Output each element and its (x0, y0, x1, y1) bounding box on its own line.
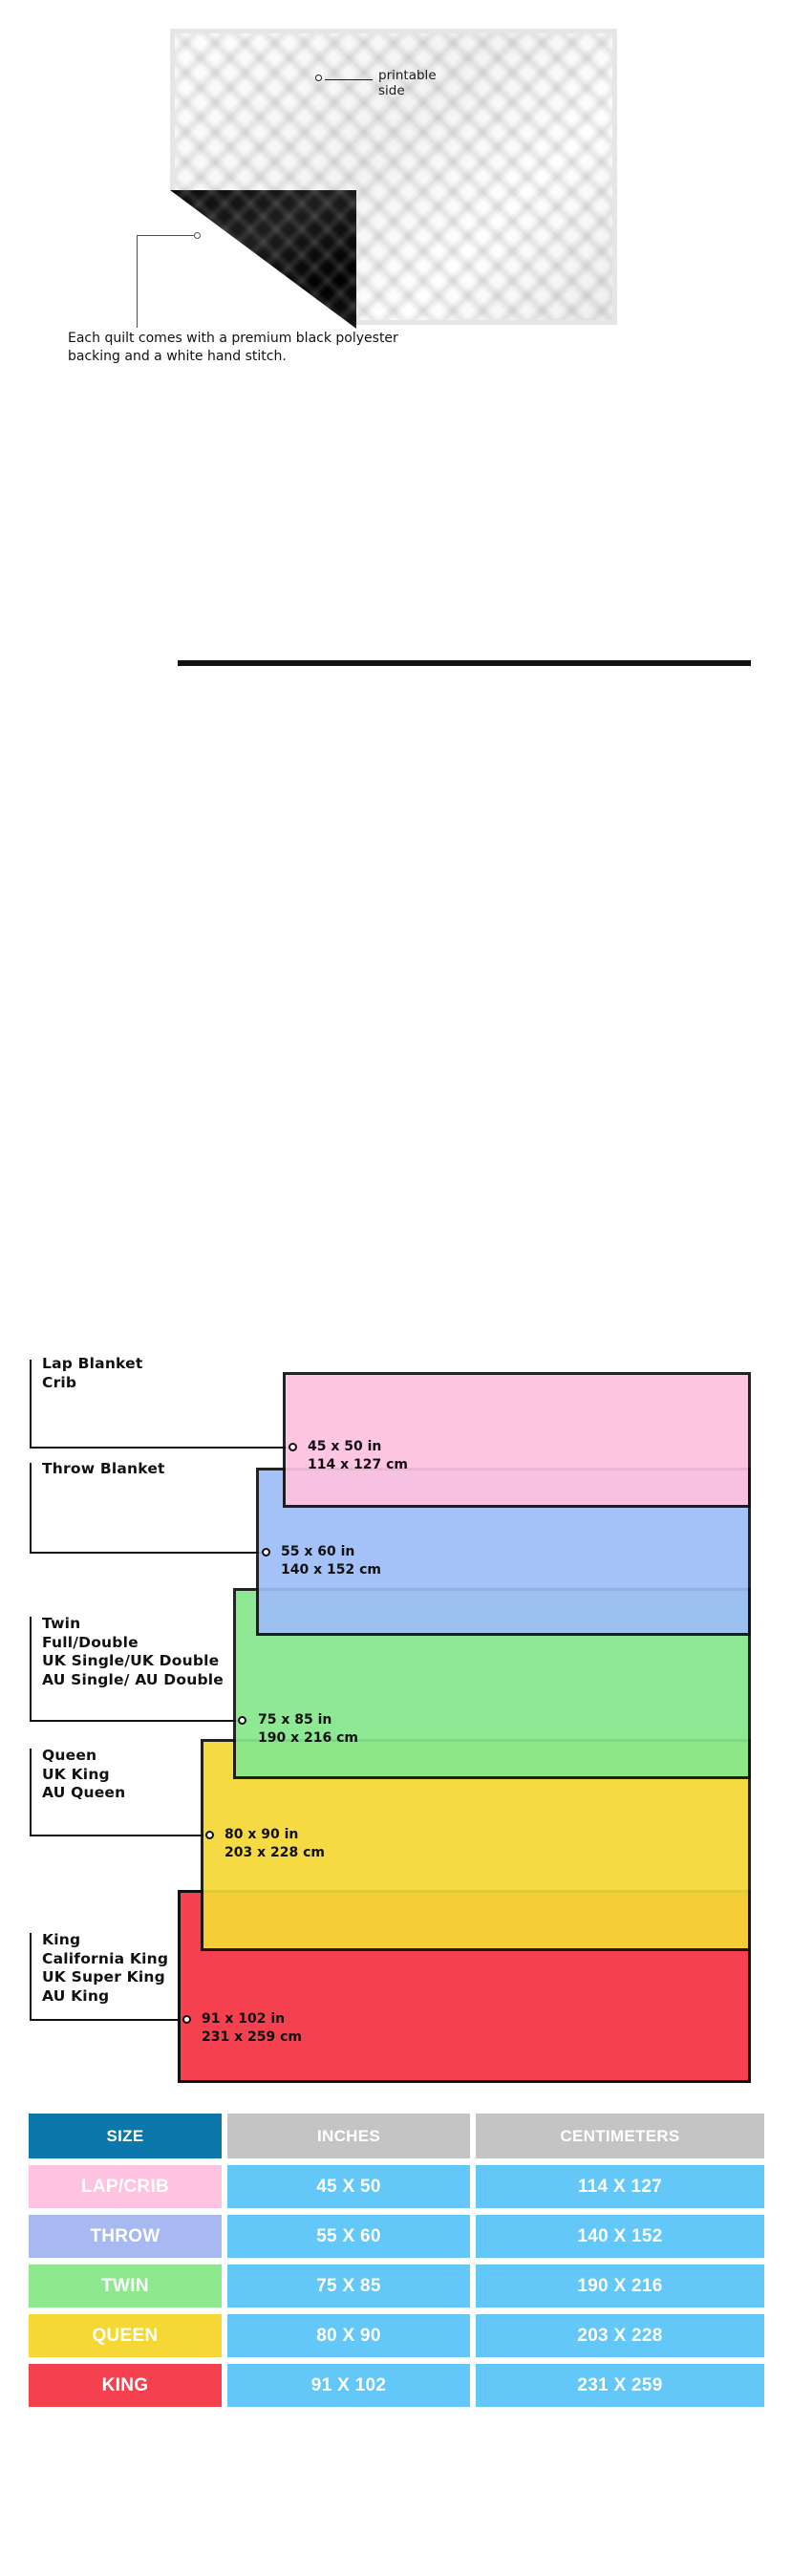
dim-cm-lap: 114 x 127 cm (308, 1457, 408, 1472)
dim-cm-throw: 140 x 152 cm (281, 1562, 381, 1578)
quilt-caption: Each quilt comes with a premium black po… (68, 331, 398, 364)
rect-lap-crib (283, 1372, 751, 1508)
dim-cm-queen: 203 x 228 cm (224, 1845, 325, 1860)
size-label-throw: Throw Blanket (42, 1460, 165, 1477)
leader-dot-queen-icon (205, 1831, 214, 1839)
table-cell-size: THROW (29, 2215, 222, 2258)
size-dimensions-queen: 80 x 90 in 203 x 228 cm (224, 1826, 325, 1862)
table-cell-centimeters: 231 X 259 (476, 2364, 764, 2407)
table-row: KING 91 X 102 231 X 259 (29, 2364, 764, 2407)
dim-inches-twin: 75 x 85 in (258, 1712, 332, 1728)
size-label-king: King California King UK Super King AU Ki… (42, 1931, 169, 2005)
quilt-illustration-section: printable side Each quilt comes with a p… (0, 0, 791, 659)
table-cell-size: KING (29, 2364, 222, 2407)
printable-leader-dot-icon (315, 75, 322, 81)
table-row: TWIN 75 X 85 190 X 216 (29, 2265, 764, 2308)
printable-side-label: printable side (378, 68, 437, 98)
size-label-twin: Twin Full/Double UK Single/UK Double AU … (42, 1615, 224, 1688)
size-dimensions-lap-crib: 45 x 50 in 114 x 127 cm (308, 1438, 408, 1474)
leader-vertical-throw (30, 1463, 32, 1553)
leader-vertical-twin (30, 1617, 32, 1722)
quilt-stage: printable side (0, 0, 791, 573)
table-cell-inches: 91 X 102 (227, 2364, 470, 2407)
size-comparison-diagram: Lap Blanket Crib 45 x 50 in 114 x 127 cm … (0, 659, 791, 2093)
leader-horizontal-lap (30, 1447, 292, 1449)
dim-inches-king: 91 x 102 in (202, 2011, 286, 2027)
dim-inches-lap: 45 x 50 in (308, 1439, 382, 1454)
backing-leader-line-horizontal (137, 235, 194, 236)
table-cell-size: QUEEN (29, 2314, 222, 2357)
table-cell-inches: 45 X 50 (227, 2165, 470, 2208)
table-header-centimeters: CENTIMETERS (476, 2114, 764, 2158)
table-cell-inches: 80 X 90 (227, 2314, 470, 2357)
table-cell-centimeters: 140 X 152 (476, 2215, 764, 2258)
leader-horizontal-throw (30, 1552, 265, 1554)
table-row: THROW 55 X 60 140 X 152 (29, 2215, 764, 2258)
table-cell-centimeters: 114 X 127 (476, 2165, 764, 2208)
dim-inches-throw: 55 x 60 in (281, 1544, 355, 1559)
backing-leader-dot-icon (194, 232, 201, 239)
table-cell-inches: 75 X 85 (227, 2265, 470, 2308)
size-table: SIZE INCHES CENTIMETERS LAP/CRIB 45 X 50… (29, 2114, 764, 2414)
size-dimensions-twin: 75 x 85 in 190 x 216 cm (258, 1711, 358, 1748)
table-header-row: SIZE INCHES CENTIMETERS (29, 2114, 764, 2158)
table-cell-inches: 55 X 60 (227, 2215, 470, 2258)
dim-cm-king: 231 x 259 cm (202, 2029, 302, 2045)
dim-inches-queen: 80 x 90 in (224, 1827, 299, 1842)
leader-dot-lap-icon (289, 1443, 297, 1451)
size-dimensions-throw: 55 x 60 in 140 x 152 cm (281, 1543, 381, 1579)
size-dimensions-king: 91 x 102 in 231 x 259 cm (202, 2010, 302, 2047)
leader-horizontal-king (30, 2019, 185, 2021)
table-cell-centimeters: 190 X 216 (476, 2265, 764, 2308)
table-header-inches: INCHES (227, 2114, 470, 2158)
table-cell-size: LAP/CRIB (29, 2165, 222, 2208)
size-label-lap-crib: Lap Blanket Crib (42, 1355, 143, 1391)
size-label-queen: Queen UK King AU Queen (42, 1747, 126, 1801)
size-rect-king (178, 660, 751, 666)
printable-leader-line (325, 79, 373, 80)
table-row: LAP/CRIB 45 X 50 114 X 127 (29, 2165, 764, 2208)
leader-dot-twin-icon (238, 1716, 246, 1725)
quilt-black-backing (170, 190, 356, 329)
quilt-white-hem (170, 29, 617, 325)
leader-horizontal-queen (30, 1835, 208, 1836)
leader-vertical-lap (30, 1360, 32, 1448)
backing-leader-line-vertical (137, 235, 138, 328)
dim-cm-twin: 190 x 216 cm (258, 1730, 358, 1746)
table-row: QUEEN 80 X 90 203 X 228 (29, 2314, 764, 2357)
table-cell-centimeters: 203 X 228 (476, 2314, 764, 2357)
table-header-size: SIZE (29, 2114, 222, 2158)
table-cell-size: TWIN (29, 2265, 222, 2308)
leader-dot-king-icon (182, 2015, 191, 2024)
leader-horizontal-twin (30, 1720, 241, 1722)
leader-dot-throw-icon (262, 1548, 270, 1556)
leader-vertical-king (30, 1933, 32, 2021)
leader-vertical-queen (30, 1749, 32, 1836)
